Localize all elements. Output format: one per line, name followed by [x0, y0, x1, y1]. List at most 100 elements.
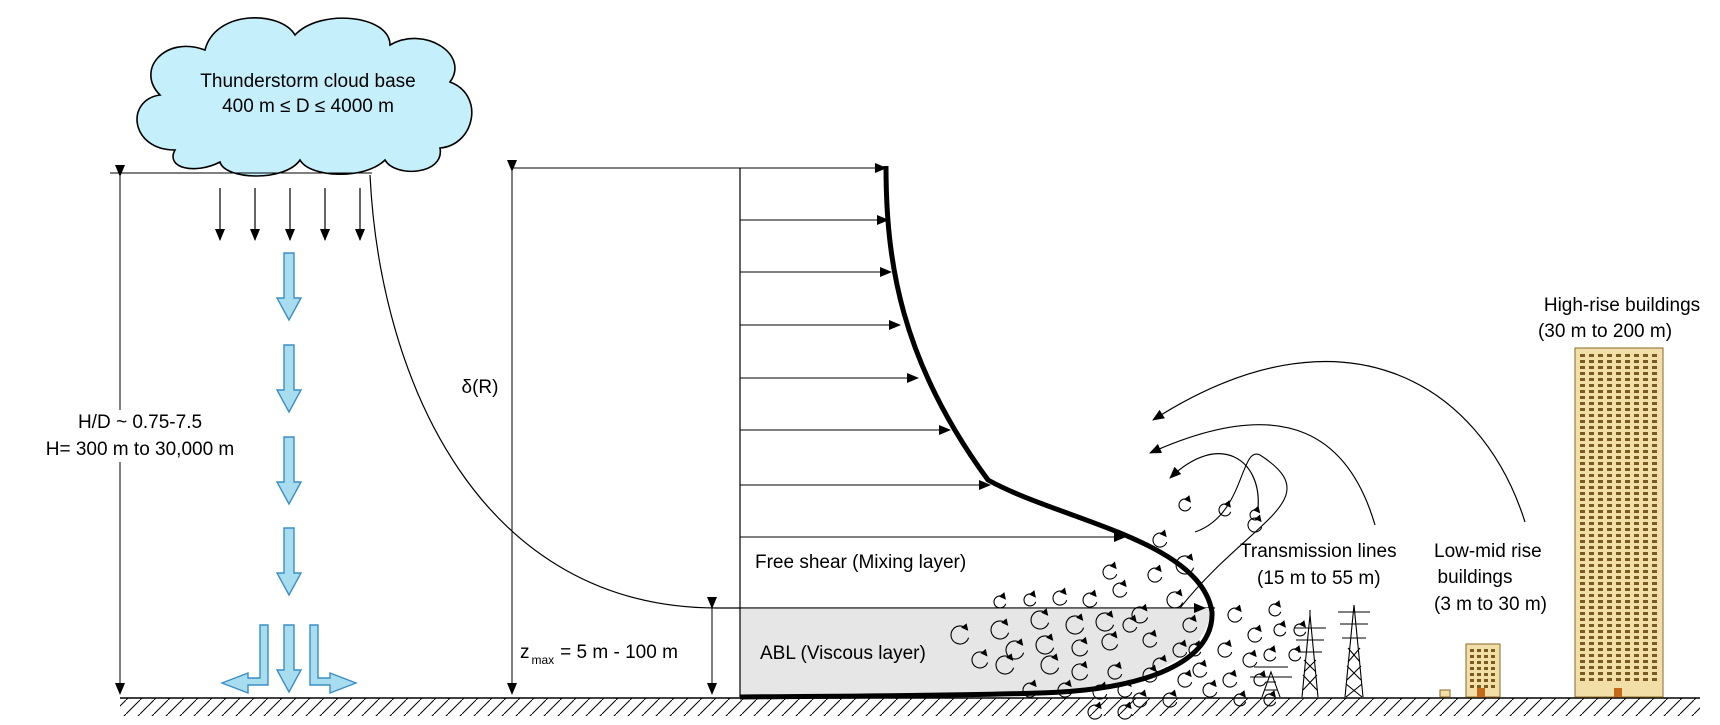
window-icon — [1652, 426, 1657, 429]
window-icon — [1625, 588, 1630, 591]
window-icon — [1616, 390, 1621, 393]
window-icon — [1652, 612, 1657, 615]
window-icon — [1652, 480, 1657, 483]
window-icon — [1652, 444, 1657, 447]
window-icon — [1607, 546, 1612, 549]
window-icon — [1643, 630, 1648, 633]
window-icon — [1598, 540, 1603, 543]
window-icon — [1616, 582, 1621, 585]
window-icon — [1652, 654, 1657, 657]
window-icon — [1616, 648, 1621, 651]
window-icon — [1634, 408, 1639, 411]
window-icon — [1643, 504, 1648, 507]
window-icon — [1616, 576, 1621, 579]
window-icon — [1625, 480, 1630, 483]
window-icon — [1580, 378, 1585, 381]
window-icon — [1589, 384, 1594, 387]
window-icon — [1580, 618, 1585, 621]
window-icon — [1580, 444, 1585, 447]
eddy-icon — [1052, 587, 1068, 606]
window-icon — [1589, 558, 1594, 561]
window-icon — [1580, 414, 1585, 417]
window-icon — [1589, 672, 1594, 675]
window-icon — [1607, 594, 1612, 597]
window-icon — [1580, 408, 1585, 411]
window-icon — [1643, 540, 1648, 543]
window-icon — [1616, 408, 1621, 411]
window-icon — [1580, 540, 1585, 543]
eddy-icon — [1112, 579, 1128, 598]
window-icon — [1580, 552, 1585, 555]
window-icon — [1589, 444, 1594, 447]
window-icon — [1625, 570, 1630, 573]
window-icon — [1607, 528, 1612, 531]
window-icon — [1607, 540, 1612, 543]
window-icon — [1652, 552, 1657, 555]
window-icon — [1652, 642, 1657, 645]
eddy-icon — [1273, 620, 1287, 637]
window-icon — [1598, 564, 1603, 567]
eddy-icon — [971, 648, 989, 669]
eddy-icon — [1071, 660, 1089, 681]
window-icon — [1580, 480, 1585, 483]
window-icon — [1607, 606, 1612, 609]
window-icon — [1634, 360, 1639, 363]
window-icon — [1598, 594, 1603, 597]
window-icon — [1643, 426, 1648, 429]
window-icon — [1616, 432, 1621, 435]
eddy-icon — [1227, 604, 1243, 623]
window-icon — [1589, 612, 1594, 615]
window-icon — [1634, 486, 1639, 489]
window-icon — [1652, 432, 1657, 435]
eddy-icon — [1182, 614, 1198, 633]
window-icon — [1598, 558, 1603, 561]
window-icon — [1625, 618, 1630, 621]
window-icon — [1643, 582, 1648, 585]
window-icon — [1616, 594, 1621, 597]
window-icon — [1634, 492, 1639, 495]
high-rise-building — [1574, 347, 1664, 698]
window-icon — [1607, 378, 1612, 381]
window-icon — [1598, 678, 1603, 681]
eddy-icon — [1101, 630, 1119, 651]
abl-region — [740, 608, 1211, 697]
window-icon — [1580, 510, 1585, 513]
window-icon — [1652, 636, 1657, 639]
eddy-icon — [1249, 505, 1261, 521]
window-icon — [1634, 672, 1639, 675]
window-icon — [1616, 396, 1621, 399]
transmission-range: (15 m to 55 m) — [1257, 568, 1381, 589]
window-icon — [1616, 474, 1621, 477]
window-icon — [1598, 414, 1603, 417]
window-icon — [1607, 660, 1612, 663]
window-icon — [1580, 372, 1585, 375]
window-icon — [1643, 618, 1648, 621]
eddy-icon — [1253, 670, 1267, 687]
window-icon — [1598, 600, 1603, 603]
window-icon — [1580, 384, 1585, 387]
window-icon — [1589, 498, 1594, 501]
window-icon — [1616, 402, 1621, 405]
transmission-tower-medium — [1294, 610, 1326, 698]
window-icon — [1634, 528, 1639, 531]
window-icon — [1634, 444, 1639, 447]
window-icon — [1652, 438, 1657, 441]
window-icon — [1652, 468, 1657, 471]
window-icon — [1652, 606, 1657, 609]
window-icon — [1607, 366, 1612, 369]
window-icon — [1634, 480, 1639, 483]
cloud-shape — [136, 17, 473, 177]
window-icon — [1580, 534, 1585, 537]
eddy-icon — [1263, 645, 1277, 662]
window-icon — [1589, 528, 1594, 531]
window-icon — [1470, 673, 1474, 676]
window-icon — [1625, 510, 1630, 513]
eddy-icon — [1233, 690, 1247, 707]
window-icon — [1607, 414, 1612, 417]
window-icon — [1652, 414, 1657, 417]
window-icon — [1634, 660, 1639, 663]
window-icon — [1616, 636, 1621, 639]
window-icon — [1580, 420, 1585, 423]
height-range: H= 300 m to 30,000 m — [46, 439, 235, 460]
window-icon — [1625, 438, 1630, 441]
